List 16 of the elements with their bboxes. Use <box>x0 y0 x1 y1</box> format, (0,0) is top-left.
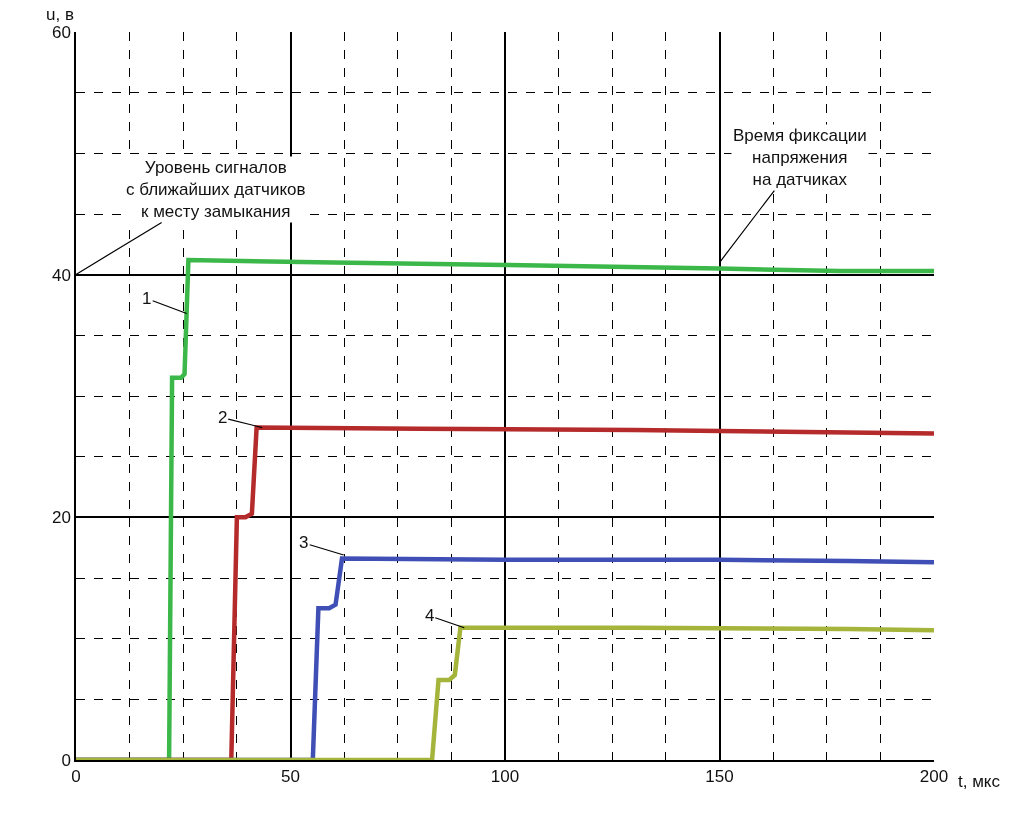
x-tick-label: 150 <box>705 767 734 787</box>
y-tick-label: 20 <box>51 508 71 528</box>
annotation: Время фиксации напряжения на датчиках <box>733 126 867 190</box>
x-axis-title: t, мкс <box>958 772 1001 791</box>
y-tick-label: 60 <box>51 22 71 42</box>
annotation: 4 <box>425 606 435 625</box>
x-tick-label: 50 <box>281 767 300 787</box>
annotation: 3 <box>299 533 309 552</box>
x-tick-label: 100 <box>490 767 520 787</box>
annotation: 2 <box>218 408 228 427</box>
y-tick-label: 40 <box>51 265 71 285</box>
annotation: Уровень сигналов с ближайших датчиков к месту замыкания <box>126 158 306 222</box>
y-tick-label: 0 <box>61 750 71 770</box>
annotation: 1 <box>142 289 152 308</box>
x-tick-label: 200 <box>919 767 949 787</box>
y-axis-title: u, в <box>46 5 74 24</box>
